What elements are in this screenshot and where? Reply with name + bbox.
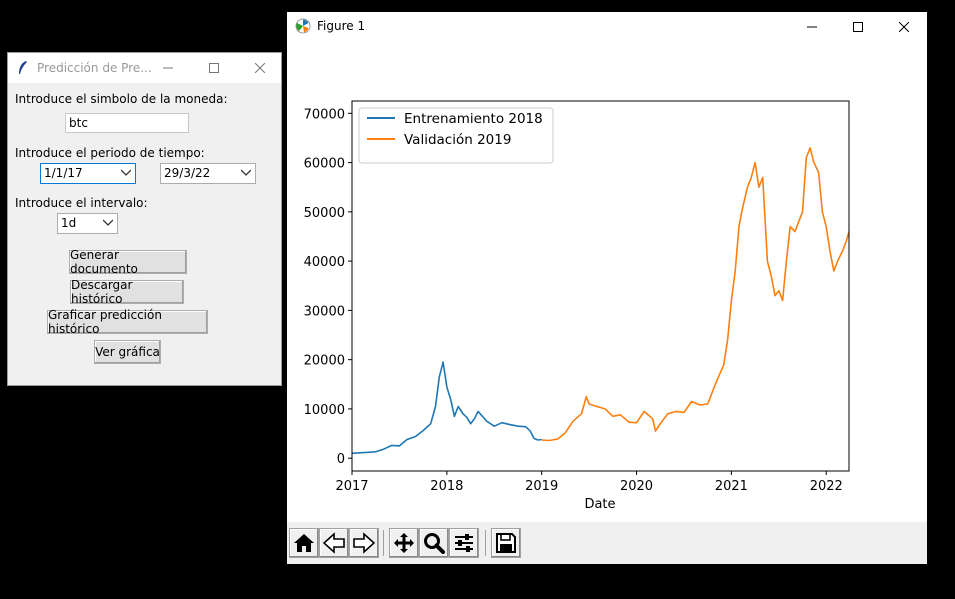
end-date-combobox[interactable]: 29/3/22 [160, 163, 256, 184]
download-history-button[interactable]: Descargar histórico [70, 278, 184, 306]
toolbar-separator [383, 530, 384, 556]
back-icon [323, 532, 345, 554]
y-tick-label: 30000 [304, 304, 345, 319]
close-icon [255, 63, 265, 73]
figure-title: Figure 1 [317, 19, 366, 33]
y-tick-label: 50000 [304, 206, 345, 221]
figure-maximize-button[interactable] [835, 12, 881, 42]
toolbar-separator [485, 530, 486, 556]
interval-value: 1d [61, 216, 77, 230]
close-icon [899, 22, 909, 32]
figure-minimize-button[interactable] [789, 12, 835, 42]
maximize-icon [853, 22, 863, 32]
chevron-down-icon[interactable] [121, 169, 131, 177]
save-button[interactable] [491, 528, 521, 558]
figure-close-button[interactable] [881, 12, 927, 42]
minimize-icon [807, 26, 817, 28]
zoom-icon [424, 533, 445, 554]
minimize-icon [163, 67, 173, 69]
start-date-combobox[interactable]: 1/1/17 [40, 163, 136, 184]
navigation-toolbar [287, 522, 927, 564]
y-tick-label: 20000 [304, 354, 345, 369]
chevron-down-icon[interactable] [241, 169, 251, 177]
axes-frame [351, 100, 850, 472]
generate-document-button[interactable]: Generar documento [69, 248, 187, 276]
x-tick-label: 2020 [620, 479, 653, 494]
legend-label-training: Entrenamiento 2018 [404, 111, 543, 127]
home-icon [294, 534, 314, 552]
maximize-button[interactable] [191, 53, 237, 83]
series-line-training [351, 361, 542, 455]
matplotlib-logo-icon [295, 18, 311, 34]
configure-subplots-icon [455, 534, 473, 552]
end-date-value: 29/3/22 [164, 166, 211, 180]
x-tick-label: 2021 [715, 479, 748, 494]
y-tick-label: 70000 [304, 107, 345, 122]
pan-button[interactable] [389, 528, 419, 558]
pan-icon [394, 533, 414, 553]
back-button[interactable] [319, 528, 349, 558]
x-tick-label: 2022 [810, 479, 843, 494]
forward-icon [353, 532, 375, 554]
maximize-icon [209, 63, 219, 73]
figure-titlebar[interactable]: Figure 1 [287, 12, 927, 42]
start-date-value: 1/1/17 [44, 166, 83, 180]
minimize-button[interactable] [145, 53, 191, 83]
prediction-app-window: Predicción de Pre... Introduce el simbol… [7, 52, 282, 386]
feather-icon [19, 61, 27, 74]
app-title: Predicción de Pre... [37, 61, 152, 75]
y-tick-label: 10000 [304, 403, 345, 418]
series-line-validation [541, 147, 850, 442]
configure-subplots-button[interactable] [449, 528, 479, 558]
zoom-button[interactable] [419, 528, 449, 558]
x-tick-label: 2017 [335, 479, 368, 494]
y-tick-label: 40000 [304, 255, 345, 270]
save-icon [496, 533, 516, 553]
plot-prediction-button[interactable]: Graficar predicción histórico [47, 308, 208, 336]
symbol-label: Introduce el simbolo de la moneda: [15, 92, 228, 106]
app-titlebar[interactable]: Predicción de Pre... [8, 53, 281, 83]
home-button[interactable] [289, 528, 319, 558]
figure-window: Figure 1 2017 2018 2019 2020 2021 2022 0 10000… [287, 12, 927, 564]
close-button[interactable] [237, 53, 283, 83]
y-tick-label: 60000 [304, 157, 345, 172]
legend-label-validation: Validación 2019 [404, 132, 511, 148]
y-tick-label: 0 [337, 452, 345, 467]
chevron-down-icon[interactable] [103, 219, 113, 227]
legend-box [358, 107, 554, 164]
x-tick-label: 2019 [525, 479, 558, 494]
forward-button[interactable] [349, 528, 379, 558]
interval-combobox[interactable]: 1d [57, 213, 118, 234]
period-label: Introduce el periodo de tiempo: [15, 146, 205, 160]
view-chart-button[interactable]: Ver gráfica [94, 340, 161, 364]
legend: Entrenamiento 2018 Validación 2019 [358, 107, 554, 164]
line-chart[interactable]: 2017 2018 2019 2020 2021 2022 0 10000 20000 3000… [287, 42, 927, 522]
x-axis-label: Date [584, 497, 615, 512]
interval-label: Introduce el intervalo: [15, 196, 148, 210]
symbol-input[interactable]: btc [65, 113, 189, 133]
x-tick-label: 2018 [430, 479, 463, 494]
